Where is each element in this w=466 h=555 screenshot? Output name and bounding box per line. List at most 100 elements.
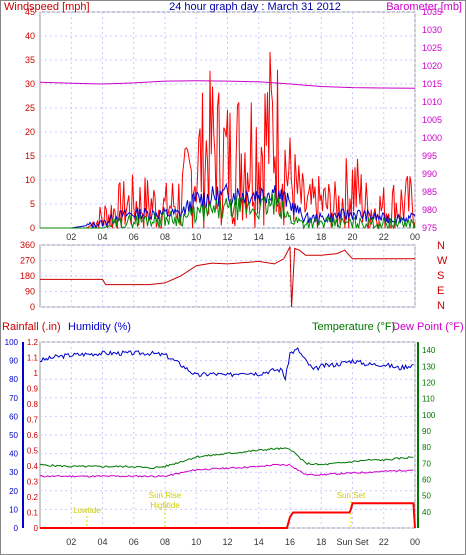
wind-x-tick: 00 bbox=[410, 232, 420, 242]
rainfall-tick: 1 bbox=[34, 369, 39, 378]
rainfall-tick: 0.2 bbox=[27, 493, 39, 502]
rainfall-tick: 0.8 bbox=[27, 400, 39, 409]
barometer-line bbox=[39, 80, 416, 89]
wind-x-tick: 20 bbox=[347, 232, 357, 242]
direction-tick: 90 bbox=[25, 287, 35, 297]
rainfall-tick: 0.6 bbox=[27, 431, 39, 440]
barometer-tick: 1005 bbox=[422, 115, 442, 125]
rht-x-tick: 16 bbox=[285, 537, 295, 547]
temperature-axis-bar bbox=[417, 342, 419, 528]
windspeed-tick: 30 bbox=[25, 79, 35, 89]
rainfall-tick: 0.9 bbox=[27, 385, 39, 394]
windspeed-tick: 35 bbox=[25, 55, 35, 65]
wind-x-tick: 22 bbox=[379, 232, 389, 242]
rainfall-tick: 0 bbox=[34, 524, 39, 533]
barometer-tick: 1020 bbox=[422, 61, 442, 71]
rht-x-tick: 06 bbox=[129, 537, 139, 547]
wind-x-tick: 04 bbox=[97, 232, 107, 242]
rainfall-tick-labels: 0 0.1 0.2 0.3 0.4 0.5 0.6 0.7 0.8 0.9 1 1.1 1.2 bbox=[27, 338, 39, 533]
rainfall-tick: 0.7 bbox=[27, 416, 39, 425]
humidity-tick: 40 bbox=[9, 450, 18, 459]
humidity-tick: 0 bbox=[14, 524, 19, 533]
dewpoint-line bbox=[39, 463, 414, 478]
barometer-tick: 980 bbox=[422, 205, 437, 215]
humidity-tick: 80 bbox=[9, 375, 18, 384]
rht-x-tick: 10 bbox=[191, 537, 201, 547]
barometer-tick: 995 bbox=[422, 151, 437, 161]
humidity-tick: 30 bbox=[9, 468, 18, 477]
wind-x-tick: 06 bbox=[129, 232, 139, 242]
compass-label: N bbox=[437, 240, 445, 252]
temperature-tick: 50 bbox=[422, 492, 431, 501]
rht-x-tick: Sun Set bbox=[336, 537, 369, 547]
annotation-label: Lowtide bbox=[73, 506, 101, 515]
barometer-tick: 1025 bbox=[422, 43, 442, 53]
wind-series bbox=[39, 51, 416, 230]
dewpoint-axis-label: Dew Point (°F) bbox=[392, 321, 464, 333]
barometer-tick: 1000 bbox=[422, 133, 442, 143]
direction-tick: 270 bbox=[20, 256, 35, 266]
wind-x-tick: 08 bbox=[160, 232, 170, 242]
wind-line bbox=[40, 192, 416, 230]
temperature-tick: 130 bbox=[422, 362, 436, 371]
rainfall-tick: 1.2 bbox=[27, 338, 39, 347]
windspeed-tick-labels: 0 5 10 15 20 25 30 35 40 45 bbox=[25, 7, 35, 233]
rainfall-tick: 0.3 bbox=[27, 478, 39, 487]
temperature-tick: 140 bbox=[422, 346, 436, 355]
wind-x-tick: 02 bbox=[66, 232, 76, 242]
wind-direction-line bbox=[40, 246, 415, 308]
rht-x-tick: 00 bbox=[410, 537, 420, 547]
barometer-tick: 985 bbox=[422, 187, 437, 197]
humidity-tick: 10 bbox=[9, 505, 18, 514]
humidity-tick-labels: 0 10 20 30 40 50 60 70 80 90 100 bbox=[5, 338, 19, 533]
humidity-axis-label: Humidity (%) bbox=[68, 321, 131, 333]
barometer-tick: 1010 bbox=[422, 97, 442, 107]
chart-title: 24 hour graph day : March 31 2012 bbox=[169, 1, 341, 13]
windspeed-tick: 40 bbox=[25, 31, 35, 41]
temperature-tick-labels: 40 50 60 70 80 90 100 110 120 130 140 bbox=[422, 346, 436, 517]
wind-x-tick: 16 bbox=[285, 232, 295, 242]
rain-hum-temp-grid bbox=[40, 341, 416, 529]
compass-label: W bbox=[437, 255, 448, 267]
gust-line bbox=[40, 51, 416, 230]
direction-tick: 180 bbox=[20, 271, 35, 281]
annotation-label: Sun Set bbox=[337, 491, 366, 500]
temperature-tick: 90 bbox=[422, 427, 431, 436]
temperature-line bbox=[39, 447, 414, 470]
barometer-tick: 1030 bbox=[422, 25, 442, 35]
compass-label: S bbox=[437, 270, 444, 282]
compass-label: E bbox=[437, 285, 444, 297]
windspeed-axis-label: Windspeed [mph] bbox=[4, 1, 90, 13]
rain-hum-temp-x-tick-labels: 02 04 06 08 10 12 14 16 18 Sun Set 22 00 bbox=[66, 537, 420, 547]
wind-x-tick: 12 bbox=[222, 232, 232, 242]
rht-x-tick: 18 bbox=[316, 537, 326, 547]
rht-x-tick: 04 bbox=[97, 537, 107, 547]
windspeed-tick: 5 bbox=[30, 199, 35, 209]
direction-series bbox=[40, 246, 415, 308]
rht-x-tick: 22 bbox=[379, 537, 389, 547]
direction-tick: 360 bbox=[20, 240, 35, 250]
direction-tick-labels: 0 90 180 270 360 bbox=[20, 240, 35, 312]
temperature-tick: 110 bbox=[422, 395, 435, 404]
wind-x-tick: 18 bbox=[316, 232, 326, 242]
temperature-tick: 120 bbox=[422, 378, 436, 387]
humidity-tick: 60 bbox=[9, 412, 18, 421]
barometer-tick-labels: 975 980 985 990 995 1000 1005 1010 1015 1020 1025 1… bbox=[422, 7, 442, 233]
temperature-axis-label: Temperature (°F) bbox=[312, 321, 395, 333]
humidity-tick: 20 bbox=[9, 487, 18, 496]
wind-x-tick-labels: 02 04 06 08 10 12 14 16 18 20 22 00 bbox=[66, 232, 420, 242]
annotation-label: Hightide bbox=[150, 501, 180, 510]
humidity-tick: 50 bbox=[9, 431, 18, 440]
barometer-axis-label: Barometer [mb] bbox=[386, 1, 462, 13]
humidity-line bbox=[39, 347, 414, 382]
barometer-tick: 1015 bbox=[422, 79, 442, 89]
average-wind-line bbox=[40, 182, 416, 230]
humidity-tick: 90 bbox=[9, 357, 18, 366]
compass-label: N bbox=[437, 300, 445, 312]
windspeed-tick: 45 bbox=[25, 7, 35, 17]
rht-x-tick: 02 bbox=[66, 537, 76, 547]
rht-x-tick: 12 bbox=[222, 537, 232, 547]
